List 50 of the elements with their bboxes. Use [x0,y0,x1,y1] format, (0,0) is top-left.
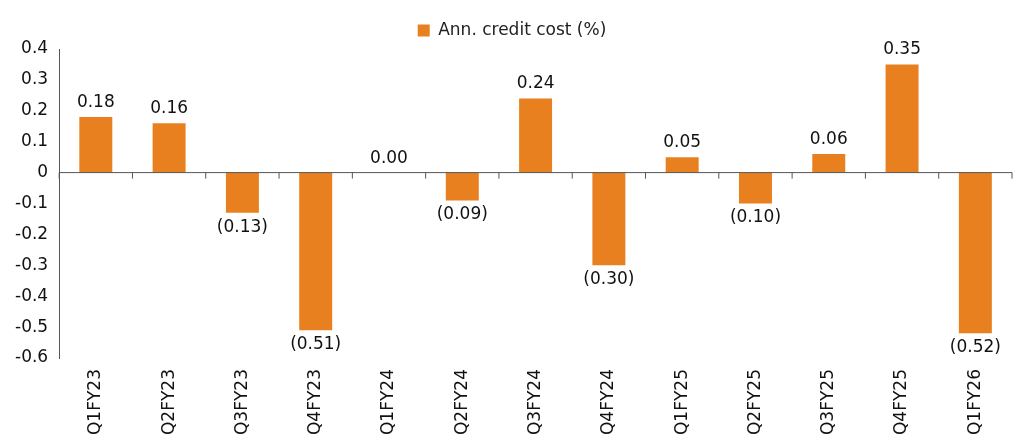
legend-label: Ann. credit cost (%) [438,18,607,39]
bar [445,172,479,201]
y-tick-label: 0.2 [21,99,49,120]
x-tick-label: Q1FY25 [670,369,691,436]
y-tick-label: -0.4 [15,284,49,305]
bar [738,172,772,204]
y-tick-label: -0.6 [15,346,49,367]
bar [225,172,259,213]
data-label: 0.00 [370,146,408,167]
x-tick-label: Q3FY24 [524,369,545,436]
bar [665,157,699,173]
x-tick-label: Q4FY25 [890,369,911,436]
data-label: 0.16 [150,97,189,118]
data-label: (0.13) [216,215,268,236]
y-tick-label: -0.2 [15,222,49,243]
data-label: 0.24 [516,72,555,93]
bar [885,64,919,173]
x-tick-label: Q3FY23 [230,369,251,436]
data-label: (0.30) [583,268,635,289]
data-label: 0.18 [76,90,115,111]
bar [79,116,113,173]
y-tick-label: -0.3 [15,253,49,274]
bar [299,172,333,331]
x-tick-label: Q2FY23 [157,369,178,436]
data-label: 0.06 [809,127,848,148]
y-tick-label: 0.4 [21,37,49,58]
x-tick-label: Q1FY26 [963,369,984,436]
data-label: (0.52) [949,336,1001,357]
y-tick-label: -0.5 [15,315,49,336]
x-tick-label: Q4FY24 [597,369,618,436]
data-label: (0.10) [729,206,782,227]
bar [152,123,186,173]
data-label: (0.09) [436,203,488,224]
x-tick-label: Q3FY25 [817,369,838,436]
bar [519,98,553,173]
y-tick-label: 0 [37,161,49,182]
y-tick-label: 0.1 [21,130,49,151]
x-tick-label: Q1FY24 [377,369,398,436]
x-tick-label: Q1FY23 [84,369,105,436]
x-tick-label: Q2FY24 [450,369,471,436]
x-tick-label: Q4FY23 [304,369,325,436]
y-tick-label: 0.3 [21,68,49,89]
x-tick-label: Q2FY25 [743,369,764,436]
data-label: 0.05 [663,131,702,152]
y-tick-label: -0.1 [15,191,49,212]
bar [812,154,846,173]
bar [958,172,992,334]
data-label: (0.51) [290,333,342,354]
data-label: 0.35 [883,38,921,59]
bar [592,172,626,266]
